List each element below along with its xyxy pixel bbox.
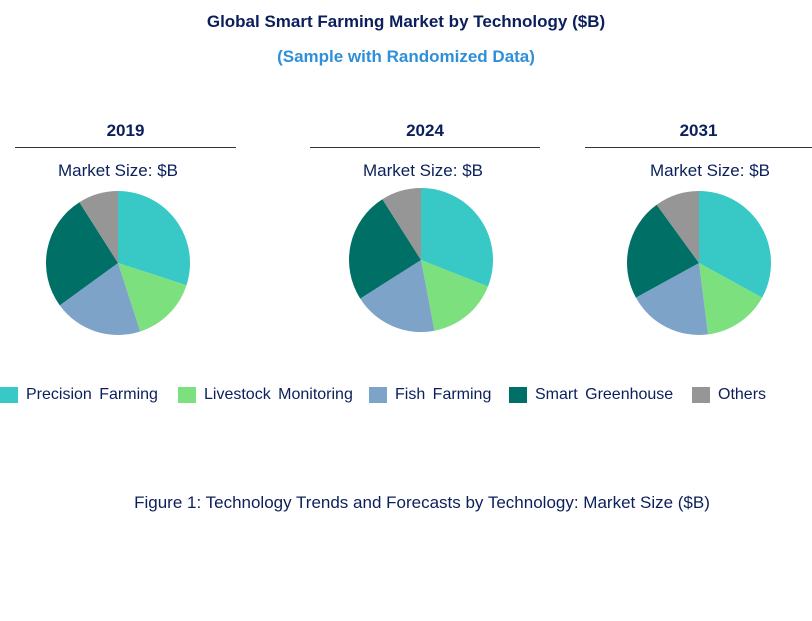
pie-label-2019: Market Size: $B: [58, 161, 178, 180]
chart-subtitle: (Sample with Randomized Data): [277, 47, 535, 66]
pie-slice-2024-1: [421, 260, 488, 331]
pie-slice-2019-1: [118, 263, 187, 332]
figure-caption: Figure 1: Technology Trends and Forecast…: [134, 493, 710, 512]
year-label-2024: 2024: [310, 121, 540, 148]
legend-item-fish-farming: Fish Farming: [369, 386, 491, 404]
pie-slice-2031-0: [699, 191, 771, 298]
pie-label-2031: Market Size: $B: [650, 161, 770, 180]
pie-slice-2024-4: [382, 188, 421, 260]
legend-swatch: [178, 387, 196, 403]
pie-slice-2031-4: [656, 191, 699, 263]
chart-title: Global Smart Farming Market by Technolog…: [206, 12, 606, 31]
legend-label: Livestock Monitoring: [204, 386, 353, 403]
pie-slice-2031-2: [635, 263, 709, 335]
legend-item-livestock-monitoring: Livestock Monitoring: [178, 386, 353, 404]
legend-item-others: Others: [692, 386, 766, 404]
legend-label: Smart Greenhouse: [535, 386, 674, 403]
pie-label-2024: Market Size: $B: [363, 161, 483, 180]
year-label-2031: 2031: [585, 121, 812, 148]
legend-label: Precision Farming: [26, 386, 158, 403]
pie-slice-2024-3: [349, 199, 421, 299]
legend-item-smart-greenhouse: Smart Greenhouse: [509, 386, 673, 404]
pie-slice-2019-2: [59, 263, 141, 335]
legend-swatch: [369, 387, 387, 403]
pie-slice-2019-4: [79, 191, 118, 263]
pie-slice-2019-3: [46, 202, 119, 306]
year-label-2019: 2019: [15, 121, 236, 148]
legend-label: Others: [718, 386, 767, 403]
pie-slice-2031-3: [627, 204, 699, 298]
legend-item-precision-farming: Precision Farming: [0, 386, 158, 404]
pie-slice-2031-1: [699, 263, 763, 335]
legend-swatch: [692, 387, 710, 403]
legend-swatch: [0, 387, 18, 403]
pie-slice-2024-2: [360, 260, 435, 332]
legend-label: Fish Farming: [395, 386, 492, 403]
pie-slice-2024-0: [421, 188, 494, 287]
pie-slice-2019-0: [118, 191, 190, 286]
legend-swatch: [509, 387, 527, 403]
